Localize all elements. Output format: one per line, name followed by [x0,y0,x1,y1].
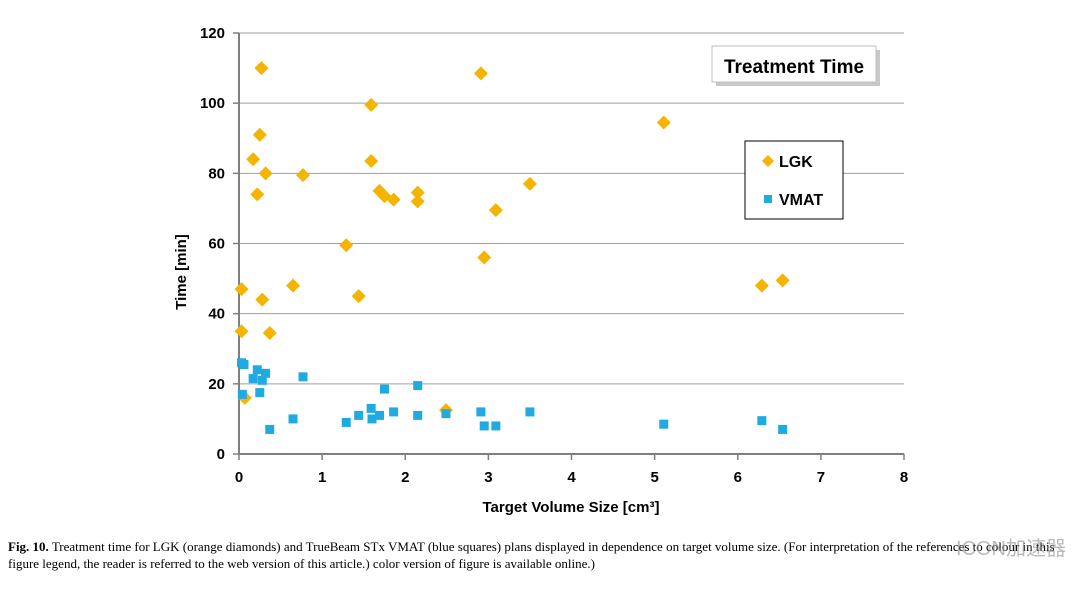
y-axis-title: Time [min] [173,234,190,310]
watermark: ICON加速器 [956,538,1066,560]
data-point-lgk [252,127,267,142]
data-point-vmat [389,407,399,417]
chart-title-box: Treatment Time [711,45,880,86]
x-tick-labels: 0 1 2 3 4 5 6 7 8 [235,454,908,486]
data-point-lgk [286,278,301,293]
data-point-vmat [265,424,275,434]
data-point-lgk [262,325,277,340]
y-tick-label: 120 [200,25,225,42]
legend-frame [744,140,844,220]
y-tick-label: 80 [208,165,225,182]
data-point-lgk [488,203,503,218]
caption-text: Treatment time for LGK (orange diamonds)… [8,539,1055,571]
y-tick-label: 0 [217,446,225,463]
data-point-vmat [413,410,423,420]
data-point-vmat [257,375,267,385]
legend-label-vmat: VMAT [779,192,823,209]
legend-marker-lgk [762,155,774,167]
series-vmat [236,358,788,434]
data-point-vmat [237,389,247,399]
data-point-lgk [473,66,488,81]
series-lgk [234,61,790,418]
data-point-vmat [374,410,384,420]
data-point-vmat [298,372,308,382]
legend-items: LGK VMAT [762,154,823,209]
data-point-lgk [254,61,269,76]
data-points [234,61,790,434]
data-point-vmat [413,381,423,391]
x-tick-label: 5 [650,469,658,486]
data-point-vmat [354,410,364,420]
y-tick-label: 100 [200,95,225,112]
data-point-vmat [288,414,298,424]
data-point-lgk [364,154,379,169]
y-tick-labels: 0 20 40 60 80 100 120 [200,25,239,463]
data-point-vmat [248,374,258,384]
x-tick-label: 1 [318,469,326,486]
data-point-vmat [659,419,669,429]
data-point-vmat [476,407,486,417]
x-tick-label: 4 [567,469,576,486]
data-point-lgk [250,187,265,202]
legend-label-lgk: LGK [779,154,813,171]
data-point-lgk [255,292,270,307]
data-point-vmat [367,414,377,424]
legend-marker-vmat [764,195,772,203]
x-tick-label: 0 [235,469,243,486]
y-tick-label: 20 [208,376,225,393]
data-point-vmat [261,368,271,378]
data-point-lgk [386,192,401,207]
data-point-lgk [656,115,671,130]
data-point-vmat [366,403,376,413]
data-point-vmat [491,421,501,431]
data-point-lgk [754,278,769,293]
data-point-vmat [255,388,265,398]
data-point-vmat [479,421,489,431]
data-point-lgk [246,152,261,167]
caption-label: Fig. 10. [8,539,49,554]
figure-caption: Fig. 10. Treatment time for LGK (orange … [8,538,1076,572]
data-point-vmat [778,424,788,434]
data-point-lgk [364,97,379,112]
data-point-lgk [339,238,354,253]
legend: LGK VMAT [744,140,844,220]
x-tick-label: 8 [900,469,908,486]
data-point-vmat [379,384,389,394]
data-point-lgk [410,194,425,209]
data-point-lgk [234,282,249,297]
data-point-vmat [525,407,535,417]
data-point-lgk [410,185,425,200]
x-tick-label: 3 [484,469,492,486]
x-tick-label: 6 [734,469,742,486]
data-point-lgk [234,324,249,339]
data-point-lgk [351,289,366,304]
x-tick-label: 7 [817,469,825,486]
data-point-vmat [441,409,451,419]
data-point-vmat [252,365,262,375]
data-point-lgk [775,273,790,288]
data-point-vmat [239,360,249,370]
data-point-lgk [296,168,311,183]
data-point-lgk [477,250,492,265]
scatter-chart: 0 1 2 3 4 5 6 7 8 0 20 40 60 80 100 120 Target Volume … [173,25,908,516]
data-point-vmat [757,416,767,426]
y-tick-label: 60 [208,236,225,253]
chart-title: Treatment Time [724,57,864,78]
chart-title-frame [711,45,877,83]
x-tick-label: 2 [401,469,409,486]
data-point-vmat [341,417,351,427]
x-axis-title: Target Volume Size [cm³] [483,499,660,516]
y-tick-label: 40 [208,306,225,323]
data-point-lgk [522,176,537,191]
data-point-lgk [258,166,273,181]
